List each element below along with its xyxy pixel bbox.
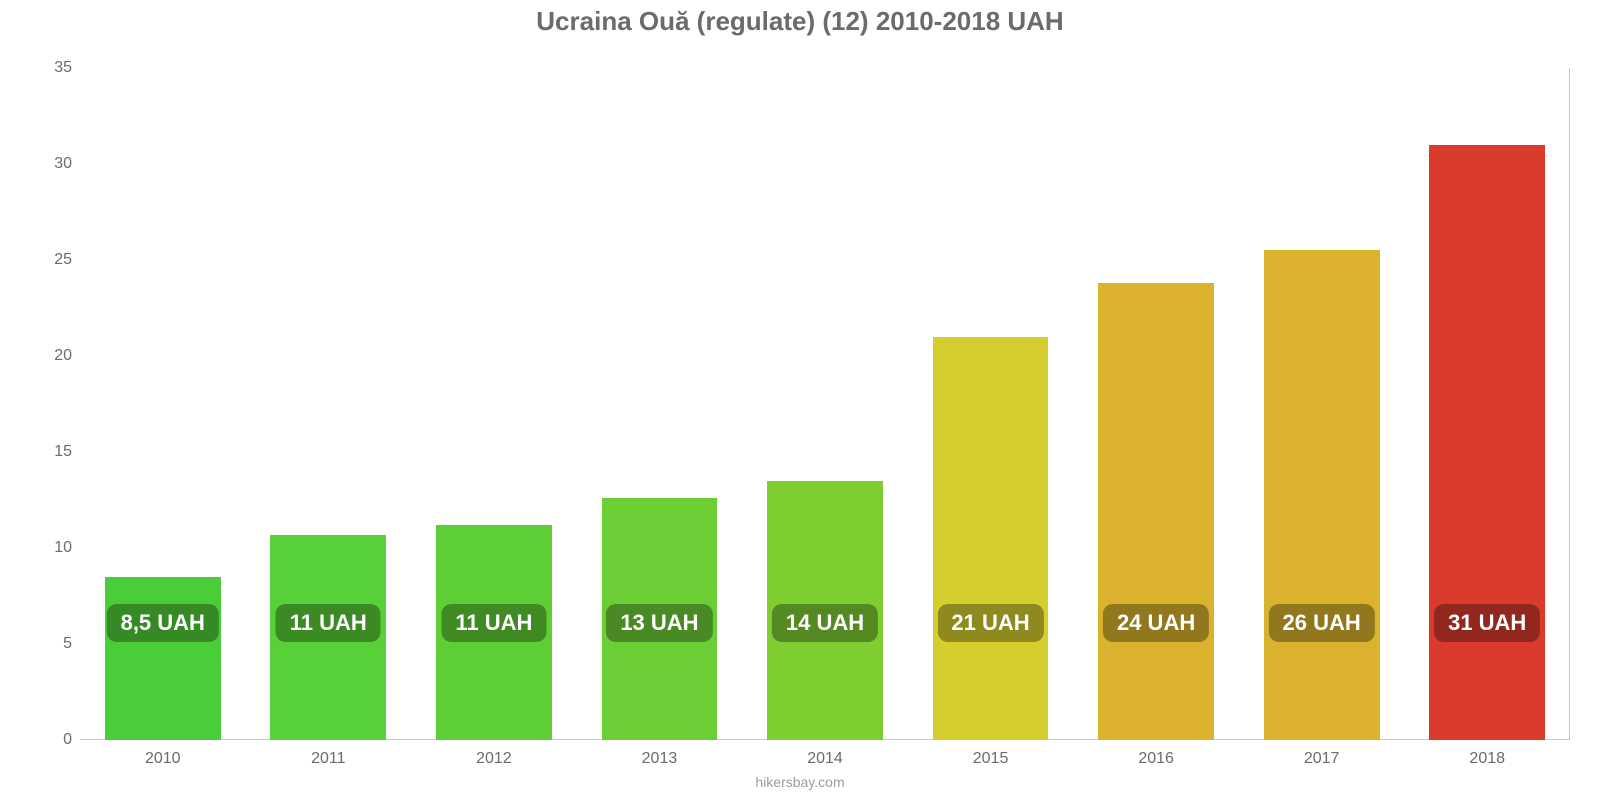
bar-value-label: 31 UAH <box>1434 604 1540 642</box>
x-tick-label: 2018 <box>1469 750 1505 768</box>
bar: 24 UAH <box>1098 283 1214 740</box>
bar-value-label: 13 UAH <box>606 604 712 642</box>
price-chart: Ucraina Ouă (regulate) (12) 2010-2018 UA… <box>0 0 1600 800</box>
y-tick-label: 15 <box>54 443 72 461</box>
y-tick-label: 35 <box>54 59 72 77</box>
x-tick-label: 2012 <box>476 750 512 768</box>
y-tick-label: 20 <box>54 347 72 365</box>
bars-container: 8,5 UAH201011 UAH201111 UAH201213 UAH201… <box>80 68 1570 740</box>
bar: 11 UAH <box>436 525 552 740</box>
attribution-text: hikersbay.com <box>755 774 844 788</box>
bar-value-label: 14 UAH <box>772 604 878 642</box>
y-tick-label: 25 <box>54 251 72 269</box>
bar-value-label: 11 UAH <box>441 604 546 642</box>
x-tick-label: 2014 <box>807 750 843 768</box>
y-axis: 05101520253035 <box>20 68 80 740</box>
x-tick-label: 2011 <box>311 750 345 768</box>
y-tick-label: 30 <box>54 155 72 173</box>
bar: 31 UAH <box>1429 145 1545 740</box>
x-tick-label: 2010 <box>145 750 181 768</box>
x-tick-label: 2015 <box>973 750 1009 768</box>
bar-value-label: 8,5 UAH <box>107 604 219 642</box>
y-tick-label: 10 <box>54 539 72 557</box>
bar: 13 UAH <box>602 498 718 740</box>
bar: 8,5 UAH <box>105 577 221 740</box>
x-tick-label: 2013 <box>642 750 678 768</box>
chart-title: Ucraina Ouă (regulate) (12) 2010-2018 UA… <box>0 0 1600 37</box>
bar-value-label: 26 UAH <box>1269 604 1375 642</box>
y-tick-label: 0 <box>63 731 72 749</box>
bar: 21 UAH <box>933 337 1049 740</box>
bar: 26 UAH <box>1264 250 1380 740</box>
bar-value-label: 11 UAH <box>276 604 381 642</box>
bar-value-label: 24 UAH <box>1103 604 1209 642</box>
y-tick-label: 5 <box>63 635 72 653</box>
bar: 11 UAH <box>270 535 386 740</box>
x-tick-label: 2016 <box>1138 750 1174 768</box>
bar-value-label: 21 UAH <box>937 604 1043 642</box>
bar: 14 UAH <box>767 481 883 740</box>
x-tick-label: 2017 <box>1304 750 1340 768</box>
plot-area: 05101520253035 8,5 UAH201011 UAH201111 U… <box>80 68 1570 740</box>
